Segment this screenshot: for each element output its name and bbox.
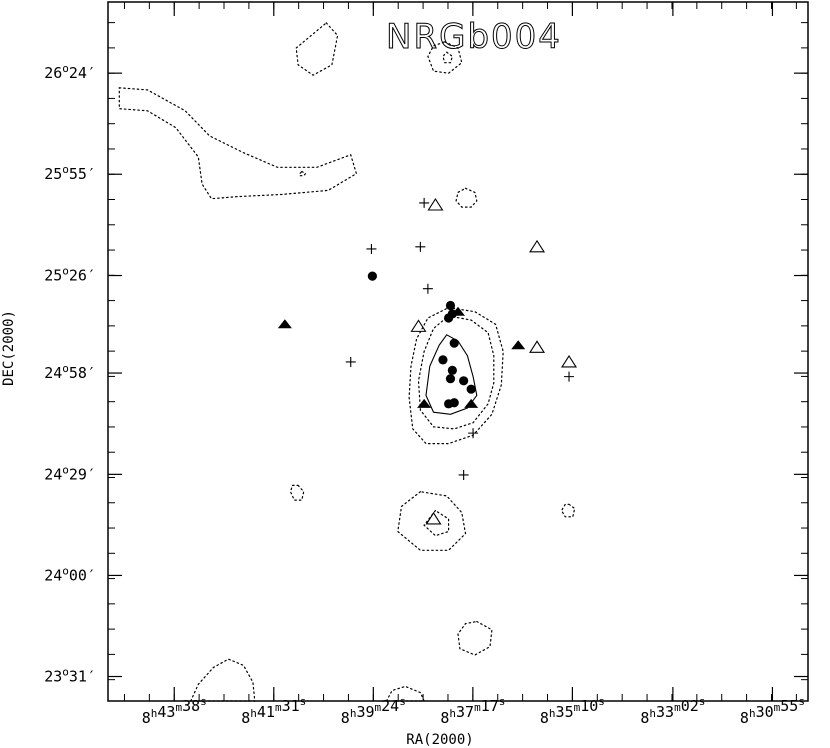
open-triangle-marker-2: [410, 319, 427, 332]
plus-marker-1: [366, 243, 377, 254]
filled-triangle-marker-0: [277, 319, 292, 329]
contour-3: [118, 87, 358, 200]
filled-circle-marker-1: [445, 300, 456, 311]
filled-circle-marker-3: [443, 313, 454, 323]
x-tick-label-4: 8h35m10s: [540, 695, 605, 727]
contour-6: [442, 51, 454, 64]
filled-triangle-marker-1: [417, 398, 432, 408]
plus-marker-4: [345, 356, 356, 367]
filled-circle-marker-0: [367, 271, 377, 281]
x-tick-label-0: 8h43m38s: [142, 695, 207, 727]
filled-circle-marker-11: [443, 399, 454, 409]
contour-11: [423, 509, 450, 537]
y-tick-label-6: 23o31′: [44, 666, 96, 686]
contour-4: [295, 22, 339, 76]
filled-circle-marker-5: [438, 355, 448, 365]
contour-14: [189, 658, 256, 702]
filled-circle-marker-7: [445, 374, 456, 384]
y-tick-label-1: 25o55′: [44, 163, 96, 183]
contour-8: [299, 170, 307, 177]
x-axis-title: RA(2000): [406, 732, 473, 748]
filled-circle-marker-4: [449, 338, 459, 348]
filled-triangle-marker-2: [464, 398, 479, 408]
y-axis-title: DEC(2000): [1, 310, 17, 386]
open-triangle-marker-1: [529, 239, 546, 253]
x-tick-label-1: 8h41m31s: [241, 695, 306, 727]
contour-layer: [118, 22, 576, 702]
contour-1: [417, 315, 495, 430]
x-tick-label-2: 8h39m24s: [341, 695, 406, 727]
contour-13: [457, 620, 493, 656]
filled-triangle-marker-4: [451, 306, 465, 316]
open-triangle-marker-5: [425, 511, 442, 525]
plus-marker-3: [422, 283, 433, 294]
chart-title: NRGb004: [386, 17, 562, 57]
marker-layer: [277, 197, 578, 525]
x-tick-label-6: 8h30m55s: [740, 695, 805, 727]
plus-marker-6: [468, 428, 479, 439]
plus-marker-7: [458, 469, 469, 480]
y-tick-label-0: 26o24′: [44, 62, 96, 82]
open-triangle-marker-4: [561, 354, 578, 368]
plus-marker-5: [564, 371, 575, 382]
filled-circle-marker-8: [459, 376, 469, 386]
x-tick-label-3: 8h37m17s: [440, 695, 505, 727]
y-tick-label-3: 24o58′: [44, 362, 96, 382]
tick-layer: [108, 2, 808, 701]
plus-marker-2: [415, 241, 426, 252]
y-tick-label-2: 25o26′: [44, 265, 96, 285]
filled-triangle-marker-3: [511, 340, 526, 350]
contour-7: [455, 187, 478, 208]
plus-marker-0: [419, 197, 430, 208]
tick-label-layer: 8h43m38s 8h41m31s 8h39m24s 8h37m17s 8h35m10s…: [44, 62, 805, 727]
filled-circle-marker-6: [447, 365, 457, 375]
y-tick-label-5: 24o00′: [44, 564, 96, 584]
open-triangle-marker-3: [529, 340, 546, 353]
contour-2: [408, 306, 504, 445]
contour-0: [425, 334, 478, 415]
x-tick-label-5: 8h33m02s: [640, 695, 705, 727]
open-triangle-marker-0: [427, 197, 444, 211]
y-tick-label-4: 24o29′: [44, 463, 96, 483]
contour-10: [397, 491, 467, 551]
contour-15: [385, 685, 426, 702]
filled-circle-marker-9: [466, 384, 476, 394]
contour-12: [560, 503, 576, 518]
contour-9: [289, 484, 305, 501]
contour-5: [427, 41, 463, 74]
